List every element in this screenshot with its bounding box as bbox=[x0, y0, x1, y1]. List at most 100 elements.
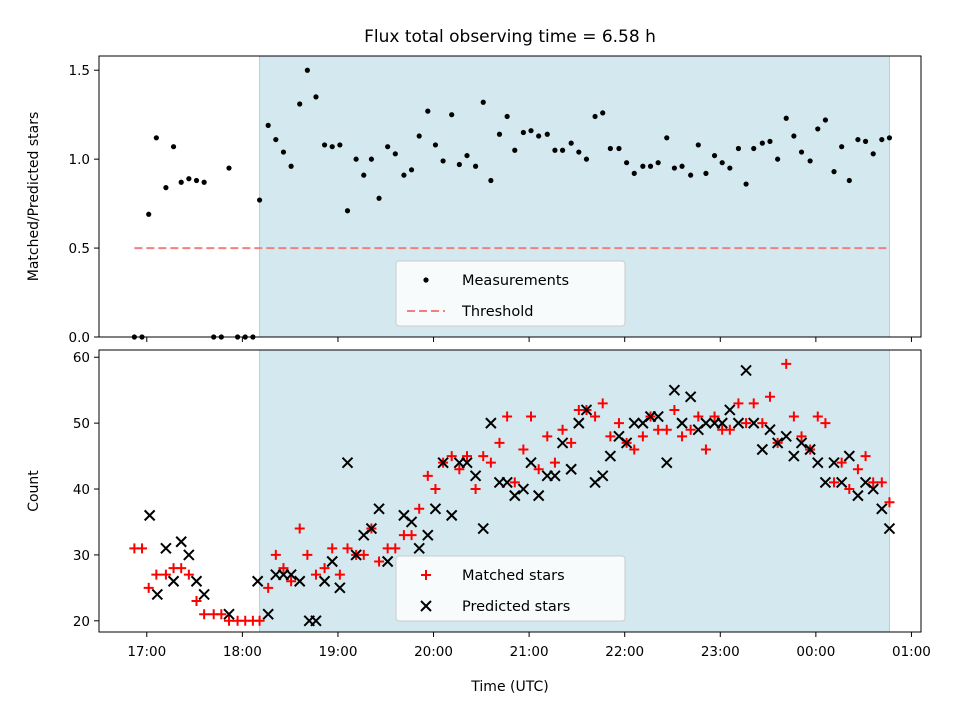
matched-stars-point bbox=[590, 411, 601, 422]
matched-stars-point bbox=[542, 431, 553, 442]
measurements-point bbox=[727, 165, 733, 171]
matched-stars-point bbox=[700, 444, 711, 455]
legend-swatch bbox=[420, 600, 432, 612]
matched-stars-point bbox=[390, 543, 401, 554]
measurements-point bbox=[456, 161, 462, 168]
matched-stars-point bbox=[406, 530, 417, 541]
predicted-stars-point bbox=[756, 443, 769, 456]
predicted-stars-point bbox=[517, 483, 530, 495]
measurements-point bbox=[767, 138, 773, 144]
predicted-stars-point bbox=[437, 456, 449, 469]
matched-stars-point bbox=[724, 424, 735, 435]
measurements-point bbox=[425, 108, 431, 114]
measurements-point bbox=[671, 165, 678, 171]
matched-stars-point bbox=[677, 431, 688, 442]
x-tick-label: 19:00 bbox=[319, 644, 358, 660]
measurements-point bbox=[879, 136, 885, 143]
matched-stars-point bbox=[183, 569, 194, 580]
measurements-point bbox=[679, 163, 685, 169]
measurements-point bbox=[576, 149, 582, 155]
legend-label: Measurements bbox=[462, 273, 569, 289]
matched-stars-point bbox=[741, 418, 752, 429]
predicted-stars-point bbox=[525, 456, 537, 469]
predicted-stars-point bbox=[501, 476, 513, 489]
predicted-stars-point bbox=[668, 384, 681, 396]
matched-stars-point bbox=[302, 549, 313, 560]
measurements-point bbox=[886, 135, 893, 141]
legend: Measurements Threshold bbox=[395, 260, 626, 327]
predicted-stars-point bbox=[183, 549, 195, 561]
x-tick-label: 22:00 bbox=[605, 644, 644, 660]
measurements-point bbox=[472, 163, 479, 169]
predicted-stars-point bbox=[549, 470, 561, 482]
predicted-stars-point bbox=[318, 575, 331, 587]
matched-stars-point bbox=[820, 418, 831, 429]
matched-stars-point bbox=[263, 582, 274, 593]
legend-swatch bbox=[421, 570, 431, 580]
matched-stars-point bbox=[661, 424, 672, 435]
matched-stars-point bbox=[374, 556, 385, 567]
measurements-point bbox=[624, 160, 630, 166]
matched-stars-point bbox=[310, 569, 321, 580]
matched-stars-point bbox=[502, 411, 513, 422]
measurements-point bbox=[798, 149, 805, 155]
measurements-point bbox=[496, 131, 503, 137]
predicted-stars-point bbox=[748, 417, 760, 429]
matched-stars-point bbox=[461, 451, 472, 462]
measurements-point bbox=[822, 117, 829, 123]
measurements-point bbox=[719, 160, 725, 166]
measurements-point bbox=[385, 144, 391, 150]
y-axis-label: Count bbox=[26, 470, 42, 512]
legend-box bbox=[395, 260, 626, 327]
predicted-stars-point bbox=[532, 489, 545, 502]
measurements-point bbox=[226, 165, 232, 171]
matched-stars-point bbox=[852, 464, 863, 475]
predicted-stars-point bbox=[788, 450, 800, 462]
y-tick-label: 0.0 bbox=[69, 330, 90, 346]
predicted-stars-point bbox=[580, 404, 593, 416]
predicted-stars-point bbox=[843, 450, 856, 462]
x-tick-label: 00:00 bbox=[796, 644, 835, 660]
matched-stars-point bbox=[533, 464, 544, 475]
predicted-stars-point bbox=[771, 437, 784, 449]
predicted-stars-point bbox=[405, 516, 418, 528]
measurements-point bbox=[559, 147, 566, 153]
measurements-point bbox=[488, 177, 494, 184]
predicted-stars-point bbox=[381, 555, 394, 568]
axes-frame bbox=[98, 55, 922, 338]
legend-swatch bbox=[423, 277, 429, 283]
measurements-point bbox=[791, 133, 797, 139]
measurements-point bbox=[401, 172, 407, 178]
matched-stars-point bbox=[286, 576, 297, 587]
y-tick-label: 1.0 bbox=[69, 152, 90, 168]
predicted-stars-point bbox=[883, 522, 896, 535]
measurements-point bbox=[839, 144, 845, 150]
measurements-point bbox=[344, 208, 351, 214]
measurements-point bbox=[568, 140, 574, 146]
measurements-point bbox=[695, 142, 701, 148]
matched-stars-point bbox=[478, 451, 489, 462]
matched-stars-point bbox=[685, 424, 696, 435]
measurements-point bbox=[512, 147, 518, 153]
matched-stars-point bbox=[454, 464, 465, 475]
measurements-point bbox=[146, 211, 152, 217]
measurements-point bbox=[337, 142, 343, 148]
measurements-point bbox=[616, 145, 622, 152]
measurements-point bbox=[815, 126, 821, 132]
predicted-stars-point bbox=[151, 588, 164, 601]
predicted-stars-point bbox=[764, 424, 776, 436]
matched-stars-point bbox=[557, 424, 568, 435]
matched-stars-point bbox=[216, 609, 227, 620]
x-axis-label: Time (UTC) bbox=[470, 679, 548, 695]
predicted-stars-point bbox=[867, 483, 879, 495]
y-tick-label: 60 bbox=[73, 350, 90, 366]
x-tick-label: 01:00 bbox=[892, 644, 931, 660]
matched-stars-point bbox=[868, 477, 879, 488]
predicted-stars-point bbox=[573, 417, 585, 429]
measurements-point bbox=[408, 167, 415, 173]
measurements-point bbox=[170, 144, 177, 150]
predicted-stars-point bbox=[597, 470, 609, 482]
y-tick-label: 30 bbox=[73, 548, 90, 564]
predicted-stars-point bbox=[628, 417, 640, 429]
measurements-point bbox=[862, 138, 869, 144]
